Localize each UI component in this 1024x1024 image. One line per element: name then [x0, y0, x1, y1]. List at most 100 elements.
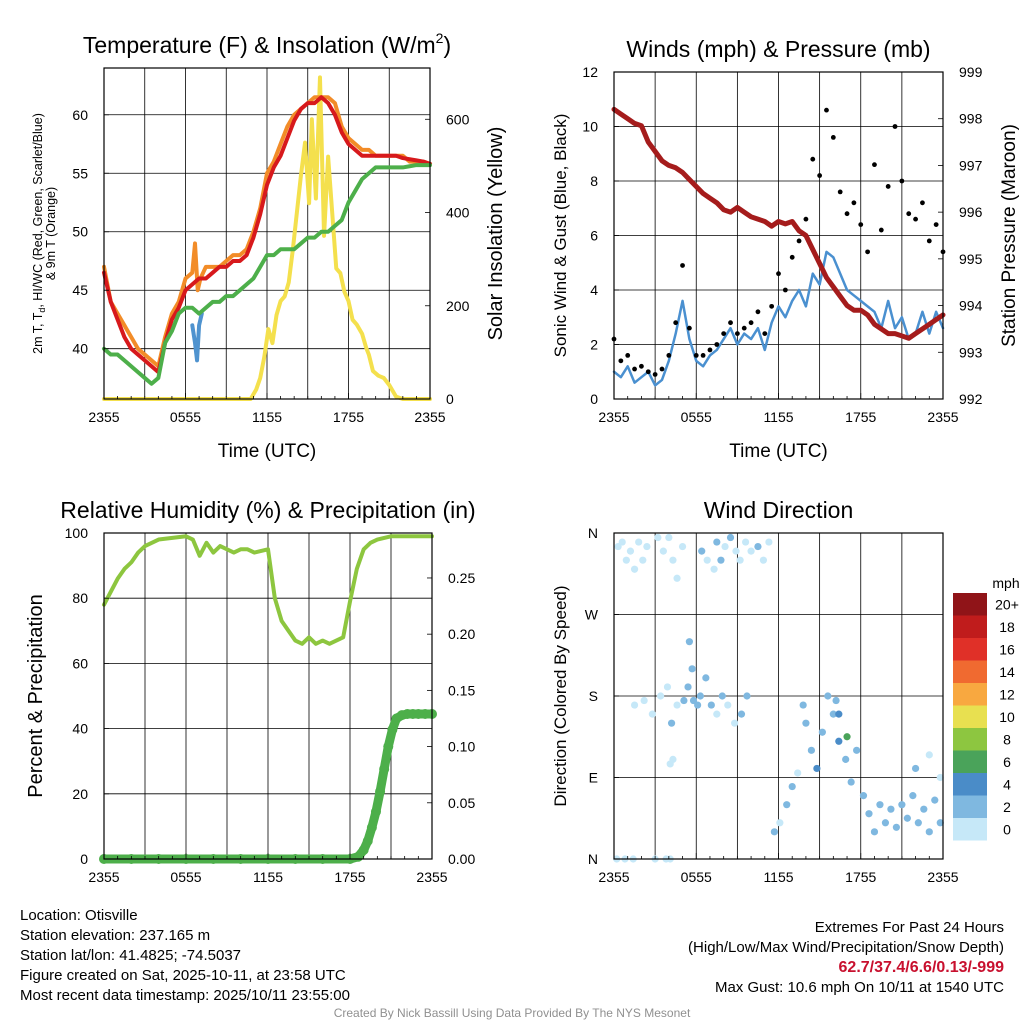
gust-point	[686, 325, 692, 331]
chart-title: Temperature (F) & Insolation (W/m2)	[83, 30, 451, 58]
chart-title: Winds (mph) & Pressure (mb)	[626, 36, 930, 62]
y2-tick-label: 0	[446, 391, 454, 407]
y2-tick-label: 994	[959, 298, 983, 314]
x-tick-label: 1155	[253, 869, 283, 885]
colorbar-label: 10	[999, 709, 1015, 725]
wind-direction-point	[870, 828, 879, 836]
y-tick-label: 4	[590, 282, 598, 298]
y-axis-label-part: , HI/WC (Red, Green, Scarlet/Blue)	[31, 113, 45, 308]
x-tick-label: 0555	[170, 409, 201, 425]
wind-direction-point	[920, 805, 928, 813]
gust-point	[659, 366, 665, 372]
colorbar-swatch	[953, 795, 987, 818]
gust-point	[899, 178, 905, 184]
wind-direction-point	[892, 823, 900, 831]
gust-point	[803, 216, 809, 222]
wind-direction-point	[718, 692, 726, 700]
y-tick-label: S	[589, 688, 598, 704]
y-tick-label: 100	[65, 525, 89, 541]
y-tick-label: 8	[590, 173, 598, 189]
y-tick-label: 60	[72, 655, 88, 671]
wind-direction-point	[702, 674, 710, 682]
wind-direction-point	[724, 701, 732, 709]
y-axis-label-line2: & 9m T (Orange)	[44, 187, 58, 280]
gust-point	[652, 372, 658, 377]
y2-tick-label: 995	[959, 251, 983, 267]
y-axis-label-subscript: d	[37, 308, 47, 313]
wind-direction-point	[648, 710, 656, 718]
y2-tick-label: 993	[959, 344, 983, 360]
x-tick-label: 0555	[681, 869, 712, 885]
wind-direction-point	[626, 547, 635, 555]
gust-point	[673, 320, 679, 326]
wind-direction-point	[770, 828, 778, 836]
x-tick-label: 2355	[88, 409, 119, 425]
wind-direction-point	[673, 574, 681, 582]
wind-direction-point	[754, 542, 762, 551]
y-axis-label: Sonic Wind & Gust (Blue, Black)	[551, 114, 570, 358]
chart-title: Relative Humidity (%) & Precipitation (i…	[60, 497, 475, 523]
y2-tick-label: 992	[959, 391, 983, 407]
y-tick-label: 2	[590, 337, 598, 353]
wind-direction-point	[680, 696, 688, 705]
colorbar-swatch	[953, 660, 987, 683]
location-text: Location: Otisville	[20, 907, 138, 924]
gust-point	[933, 222, 939, 228]
x-tick-label: 2355	[927, 869, 958, 885]
wind-direction-point	[654, 533, 662, 542]
wind-direction-point	[802, 719, 810, 727]
x-tick-label: 1755	[845, 869, 876, 885]
wind-direction-point	[721, 542, 729, 551]
colorbar-swatch	[953, 683, 987, 706]
y2-axis-label: Solar Insolation (Yellow)	[485, 127, 507, 341]
wind-direction-point	[673, 701, 681, 709]
gust-point	[700, 353, 706, 358]
colorbar-label: 12	[999, 686, 1015, 702]
x-tick-label: 1155	[763, 409, 793, 425]
gust-point	[776, 271, 781, 277]
wind-direction-point	[630, 701, 639, 709]
wind-direction-point	[694, 701, 702, 709]
wind-direction-point	[835, 710, 843, 718]
chart-title-main: Temperature (F) & Insolation (W/m	[83, 32, 436, 58]
wind-direction-point	[824, 692, 832, 700]
y-axis-label: Direction (Colored By Speed)	[551, 585, 570, 806]
wind-direction-point	[703, 556, 711, 564]
wind-direction-point	[640, 696, 648, 705]
wind-direction-point	[743, 692, 751, 700]
wind-direction-point	[630, 565, 639, 573]
wind-direction-point	[898, 801, 906, 809]
wind-direction-point	[726, 533, 735, 542]
wind-direction-point	[688, 665, 696, 673]
gust-point	[892, 124, 898, 129]
wind-direction-point	[783, 801, 791, 809]
y2-tick-label: 997	[959, 157, 983, 173]
y-axis-label-line1: 2m T, Td, HI/WC (Red, Green, Scarlet/Blu…	[31, 113, 47, 354]
wind-direction-point	[669, 755, 677, 763]
wind-direction-point	[643, 542, 651, 551]
chart-title-end: )	[443, 32, 451, 58]
elevation-text: Station elevation: 237.165 m	[20, 927, 211, 944]
gust-point	[748, 320, 754, 326]
y-tick-label: 40	[72, 721, 88, 737]
y2-tick-label: 0.15	[448, 682, 475, 698]
wind-direction-point	[807, 746, 816, 754]
gust-point	[693, 353, 699, 358]
wind-direction-point	[925, 828, 933, 836]
colorbar-swatch	[953, 638, 987, 661]
x-tick-label: 0555	[681, 409, 712, 425]
wind-direction-point	[663, 683, 672, 691]
wind-direction-point	[639, 556, 647, 564]
gust-point	[926, 238, 932, 244]
extremes-panel: Extremes For Past 24 Hours (High/Low/Max…	[688, 918, 1004, 998]
colorbar-swatch	[953, 705, 987, 728]
y2-tick-label: 0.05	[448, 795, 475, 811]
gust-point	[789, 254, 795, 260]
extremes-values: 62.7/37.4/6.6/0.13/-999	[838, 959, 1004, 976]
wind-direction-point	[936, 819, 944, 827]
colorbar-swatch	[953, 615, 987, 638]
colorbar-label: 2	[1003, 799, 1011, 815]
y-tick-label: 6	[590, 228, 598, 244]
colorbar-label: 16	[999, 641, 1015, 657]
